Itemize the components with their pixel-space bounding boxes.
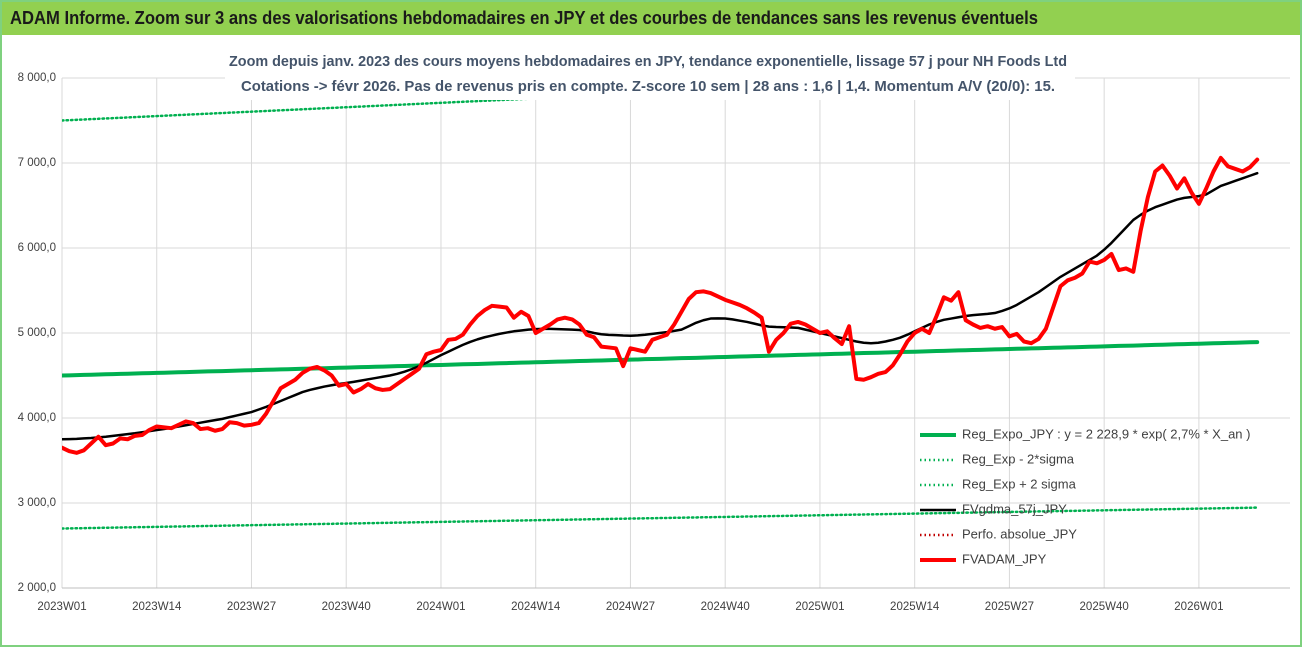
legend-label: Reg_Exp - 2*sigma <box>962 451 1075 466</box>
series-line <box>62 506 1259 530</box>
series-line <box>62 340 1260 378</box>
y-tick-label: 2 000,0 <box>18 582 56 594</box>
y-tick-label: 3 000,0 <box>18 497 56 509</box>
x-tick-label: 2023W14 <box>132 601 182 613</box>
series-line <box>62 155 1260 455</box>
y-tick-label: 8 000,0 <box>18 72 56 84</box>
legend-label: Reg_Exp + 2 sigma <box>962 476 1077 491</box>
chart-title: ADAM Informe. Zoom sur 3 ans des valoris… <box>10 8 1038 28</box>
x-tick-label: 2025W01 <box>795 601 844 613</box>
legend-label: FVgdma_57j_JPY <box>962 501 1067 516</box>
header-bar <box>2 2 1300 35</box>
x-tick-label: 2025W14 <box>890 601 940 613</box>
subtitle: Cotations -> févr 2026. Pas de revenus p… <box>241 78 1055 95</box>
x-tick-label: 2024W01 <box>416 601 465 613</box>
series-line <box>62 171 1259 441</box>
x-tick-label: 2024W14 <box>511 601 561 613</box>
x-tick-label: 2026W01 <box>1174 601 1223 613</box>
x-tick-label: 2023W01 <box>37 601 86 613</box>
subtitle: Zoom depuis janv. 2023 des cours moyens … <box>229 53 1067 70</box>
y-tick-label: 6 000,0 <box>18 242 56 254</box>
x-tick-label: 2023W27 <box>227 601 276 613</box>
y-tick-label: 7 000,0 <box>18 157 56 169</box>
x-tick-label: 2024W27 <box>606 601 655 613</box>
x-tick-label: 2024W40 <box>701 601 750 613</box>
x-tick-label: 2023W40 <box>322 601 371 613</box>
legend-label: Perfo. absolue_JPY <box>962 526 1077 541</box>
legend-label: FVADAM_JPY <box>962 551 1047 566</box>
y-tick-label: 4 000,0 <box>18 412 56 424</box>
plot-area <box>62 78 1260 530</box>
x-tick-label: 2025W27 <box>985 601 1034 613</box>
legend: Reg_Expo_JPY : y = 2 228,9 * exp( 2,7% *… <box>920 426 1250 566</box>
subtitle-box <box>225 48 1075 100</box>
y-tick-label: 5 000,0 <box>18 327 56 339</box>
x-tick-label: 2025W40 <box>1080 601 1129 613</box>
legend-label: Reg_Expo_JPY : y = 2 228,9 * exp( 2,7% *… <box>962 426 1250 441</box>
